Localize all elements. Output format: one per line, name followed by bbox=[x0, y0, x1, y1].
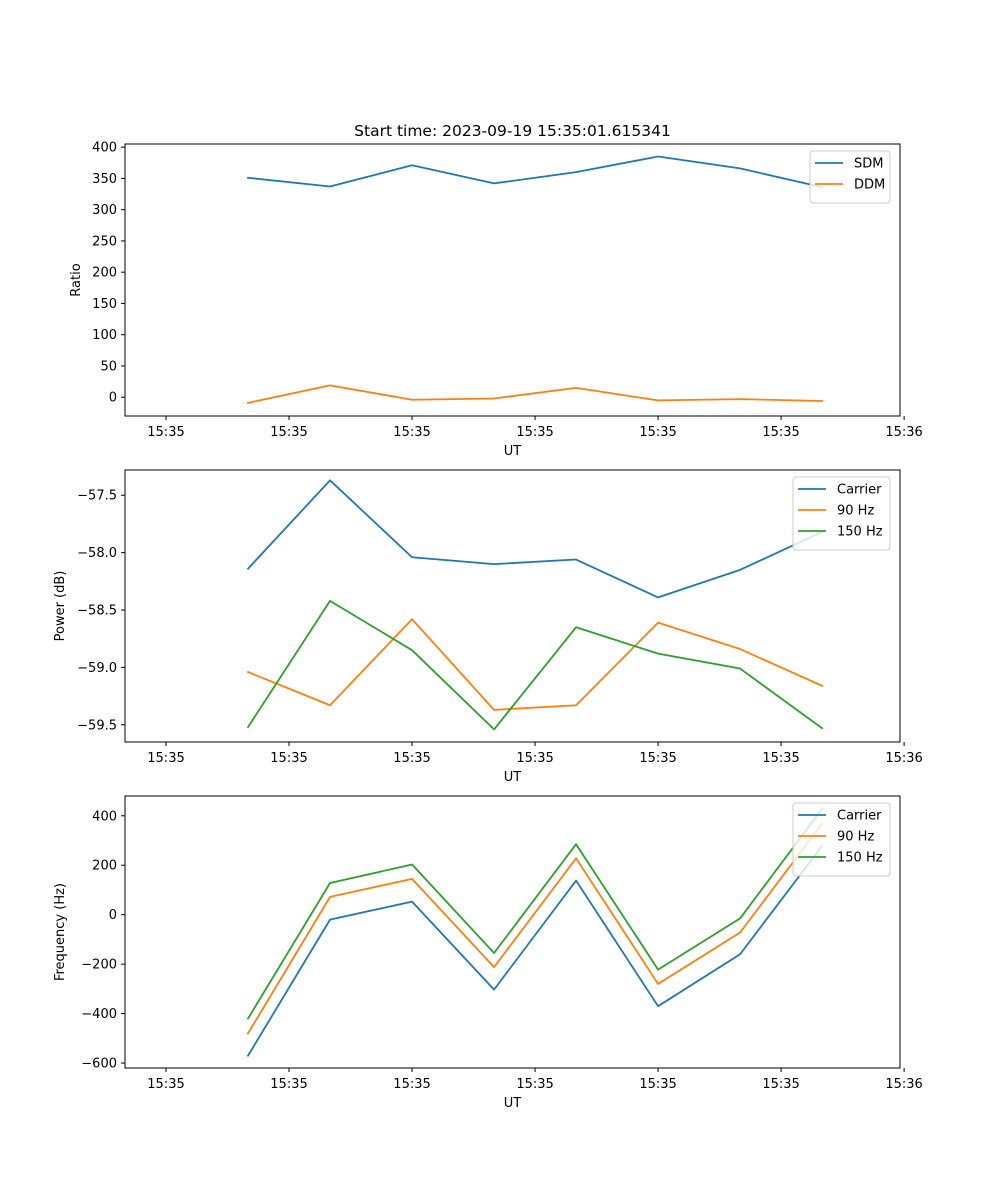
y-tick-label: 150 bbox=[92, 297, 117, 312]
x-tick-label: 15:35 bbox=[516, 751, 553, 766]
legend-label: 150 Hz bbox=[837, 851, 883, 866]
x-tick-label: 15:35 bbox=[639, 425, 676, 440]
y-tick-label: 400 bbox=[92, 809, 117, 824]
x-tick-label: 15:36 bbox=[885, 751, 922, 766]
series-line-carrier bbox=[246, 844, 824, 1057]
x-tick-label: 15:35 bbox=[516, 425, 553, 440]
y-tick-label: −600 bbox=[81, 1057, 117, 1072]
series-line-90-hz bbox=[246, 618, 824, 711]
axes-frame bbox=[124, 143, 901, 417]
x-tick-label: 15:35 bbox=[762, 425, 799, 440]
y-tick-label: −59.0 bbox=[77, 661, 117, 676]
y-axis-label: Frequency (Hz) bbox=[53, 883, 68, 981]
y-tick-label: −200 bbox=[81, 958, 117, 973]
x-tick-label: 15:35 bbox=[393, 751, 430, 766]
x-tick-label: 15:35 bbox=[393, 1077, 430, 1092]
x-tick-label: 15:36 bbox=[885, 425, 922, 440]
legend: Carrier 90 Hz 150 Hz bbox=[792, 476, 891, 551]
x-tick-label: 15:35 bbox=[270, 1077, 307, 1092]
x-tick-label: 15:35 bbox=[762, 751, 799, 766]
x-axis-label: UT bbox=[504, 1096, 522, 1111]
x-tick-label: 15:35 bbox=[147, 751, 184, 766]
series-line-carrier bbox=[246, 479, 824, 599]
x-tick-label: 15:35 bbox=[639, 751, 676, 766]
y-tick-label: −58.0 bbox=[77, 546, 117, 561]
y-axis: −600 −400 −200 0 200 400 Frequency (Hz) bbox=[53, 809, 125, 1072]
legend-label: 150 Hz bbox=[837, 525, 883, 540]
y-tick-label: 0 bbox=[109, 908, 117, 923]
legend-label: 90 Hz bbox=[837, 830, 874, 845]
chart-panel-2: 15:35 15:35 15:35 15:35 15:35 15:35 15:36 UT −59… bbox=[53, 469, 923, 785]
x-tick-label: 15:35 bbox=[516, 1077, 553, 1092]
y-tick-label: −400 bbox=[81, 1007, 117, 1022]
chart-panel-1: 15:35 15:35 15:35 15:35 15:35 15:35 15:36 UT 0 50… bbox=[69, 122, 923, 459]
y-tick-label: −57.5 bbox=[77, 489, 117, 504]
series-line-150-hz bbox=[246, 807, 824, 1020]
x-tick-label: 15:36 bbox=[885, 1077, 922, 1092]
axes-frame bbox=[124, 795, 901, 1069]
y-tick-label: 50 bbox=[100, 359, 117, 374]
legend-label: 90 Hz bbox=[837, 504, 874, 519]
y-tick-label: 200 bbox=[92, 859, 117, 874]
series-line-ddm bbox=[246, 384, 824, 404]
legend: Carrier 90 Hz 150 Hz bbox=[792, 802, 891, 877]
y-tick-label: 200 bbox=[92, 266, 117, 281]
x-axis: 15:35 15:35 15:35 15:35 15:35 15:35 15:36 UT bbox=[147, 742, 923, 785]
y-axis: −59.5 −59.0 −58.5 −58.0 −57.5 Power (dB) bbox=[53, 489, 125, 733]
x-axis-label: UT bbox=[504, 770, 522, 785]
x-tick-label: 15:35 bbox=[147, 425, 184, 440]
x-tick-label: 15:35 bbox=[270, 751, 307, 766]
chart-title: Start time: 2023-09-19 15:35:01.615341 bbox=[354, 122, 671, 140]
y-tick-label: −59.5 bbox=[77, 718, 117, 733]
x-tick-label: 15:35 bbox=[639, 1077, 676, 1092]
series-line-90-hz bbox=[246, 822, 824, 1035]
y-tick-label: 0 bbox=[109, 391, 117, 406]
x-axis-label: UT bbox=[504, 444, 522, 459]
y-axis: 0 50 100 150 200 250 300 350 400 Ratio bbox=[69, 141, 125, 406]
series-lines bbox=[246, 479, 824, 731]
series-line-150-hz bbox=[246, 599, 824, 731]
x-tick-label: 15:35 bbox=[270, 425, 307, 440]
y-tick-label: 300 bbox=[92, 203, 117, 218]
legend: SDM DDM bbox=[809, 150, 891, 204]
x-axis: 15:35 15:35 15:35 15:35 15:35 15:35 15:36 UT bbox=[147, 416, 923, 459]
y-tick-label: −58.5 bbox=[77, 604, 117, 619]
x-tick-label: 15:35 bbox=[147, 1077, 184, 1092]
legend-label: SDM bbox=[854, 157, 883, 172]
series-line-sdm bbox=[247, 155, 824, 189]
x-tick-label: 15:35 bbox=[762, 1077, 799, 1092]
x-tick-label: 15:35 bbox=[393, 425, 430, 440]
legend-label: Carrier bbox=[837, 483, 882, 498]
chart-panel-3: 15:35 15:35 15:35 15:35 15:35 15:35 15:36 UT −60… bbox=[53, 795, 923, 1111]
y-axis-label: Ratio bbox=[69, 263, 84, 296]
y-tick-label: 400 bbox=[92, 141, 117, 156]
x-axis: 15:35 15:35 15:35 15:35 15:35 15:35 15:36 UT bbox=[147, 1068, 923, 1111]
y-axis-label: Power (dB) bbox=[53, 571, 68, 642]
series-lines bbox=[246, 155, 824, 404]
series-lines bbox=[246, 807, 824, 1057]
legend-label: Carrier bbox=[837, 809, 882, 824]
y-tick-label: 250 bbox=[92, 234, 117, 249]
y-tick-label: 100 bbox=[92, 328, 117, 343]
legend-label: DDM bbox=[854, 178, 885, 193]
axes-frame bbox=[124, 469, 901, 743]
legend-box bbox=[809, 150, 891, 204]
y-tick-label: 350 bbox=[92, 172, 117, 187]
